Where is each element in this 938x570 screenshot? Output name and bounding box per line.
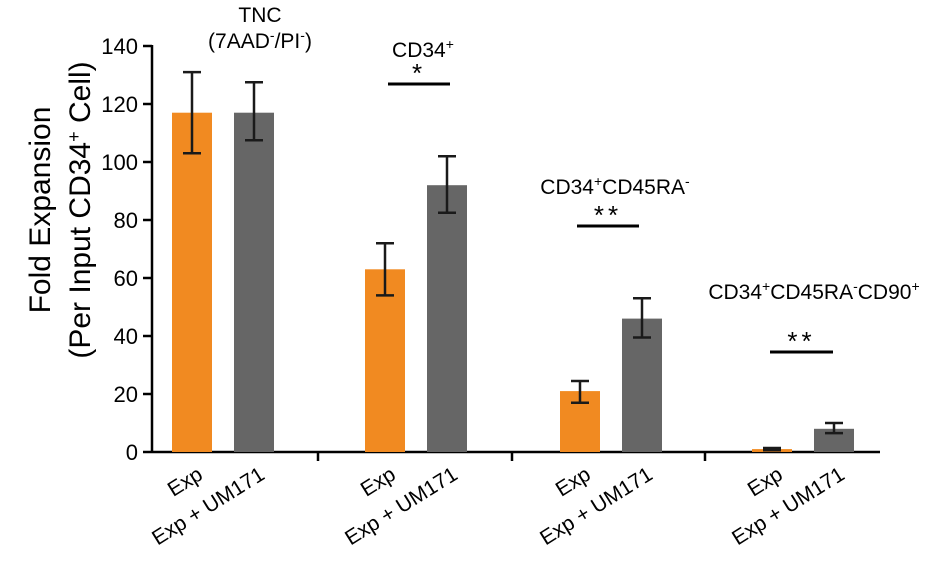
group-title-text: CD34 (392, 39, 446, 62)
y-axis-title-superscript: + (64, 131, 84, 142)
group-title-text: (7AAD (208, 30, 270, 53)
bar (172, 112, 212, 452)
group-title-superscript: + (594, 173, 602, 189)
x-tick-label: Exp + UM171 (728, 463, 849, 550)
x-tick-label: Exp + UM171 (148, 463, 269, 550)
group-title: TNC (238, 4, 281, 27)
group-title-text: CD45RA (770, 281, 853, 304)
group-title-text: CD34 (540, 176, 594, 199)
x-tick-label: Exp (164, 463, 207, 502)
y-tick-label: 120 (101, 92, 138, 117)
group-title-superscript: + (762, 278, 770, 294)
significance-label: ** (594, 200, 622, 230)
y-axis-title-line1: Fold Expansion (24, 107, 57, 314)
group-title-text: CD90 (858, 281, 912, 304)
group-title-text: CD34 (708, 281, 762, 304)
x-tick-label: Exp (357, 463, 400, 502)
x-tick-label: Exp + UM171 (536, 463, 657, 550)
group-title-text: CD45RA (602, 176, 685, 199)
bar (234, 112, 274, 452)
bar (427, 185, 467, 452)
bar (814, 428, 854, 452)
group-title-superscript: + (446, 36, 454, 52)
x-tick-label: Exp + UM171 (341, 463, 462, 550)
group-title: (7AAD-/PI-) (208, 27, 312, 53)
group-title-superscript: - (853, 278, 858, 294)
significance-label: ** (787, 326, 815, 356)
group-title-text: /PI (275, 30, 301, 53)
group-title-superscript: - (685, 173, 690, 189)
group-title-superscript: + (911, 278, 919, 294)
y-axis-title: Fold Expansion (Per Input CD34+ Cell) (24, 61, 97, 358)
y-tick-label: 60 (114, 266, 138, 291)
y-tick-label: 40 (114, 324, 138, 349)
y-tick-label: 140 (101, 34, 138, 59)
group-title-superscript: - (270, 27, 275, 43)
group-title-text: TNC (238, 4, 281, 27)
y-axis-title-line2: (Per Input CD34 (64, 142, 97, 359)
y-tick-label: 0 (126, 440, 138, 465)
group-title: CD34+CD45RA- (540, 173, 690, 199)
y-tick-label: 20 (114, 382, 138, 407)
group-title-superscript: - (300, 27, 305, 43)
significance-label: * (412, 58, 426, 88)
group-title: CD34+ (392, 36, 454, 62)
y-tick-label: 80 (114, 208, 138, 233)
bar (365, 269, 405, 452)
bar (622, 318, 662, 452)
group-title: CD34+CD45RA-CD90+ (708, 278, 919, 304)
y-tick-label: 100 (101, 150, 138, 175)
x-tick-label: Exp (552, 463, 595, 502)
y-axis-title-line2-end: Cell) (64, 61, 97, 131)
group-title-text: ) (305, 30, 312, 53)
x-tick-label: Exp (744, 463, 787, 502)
